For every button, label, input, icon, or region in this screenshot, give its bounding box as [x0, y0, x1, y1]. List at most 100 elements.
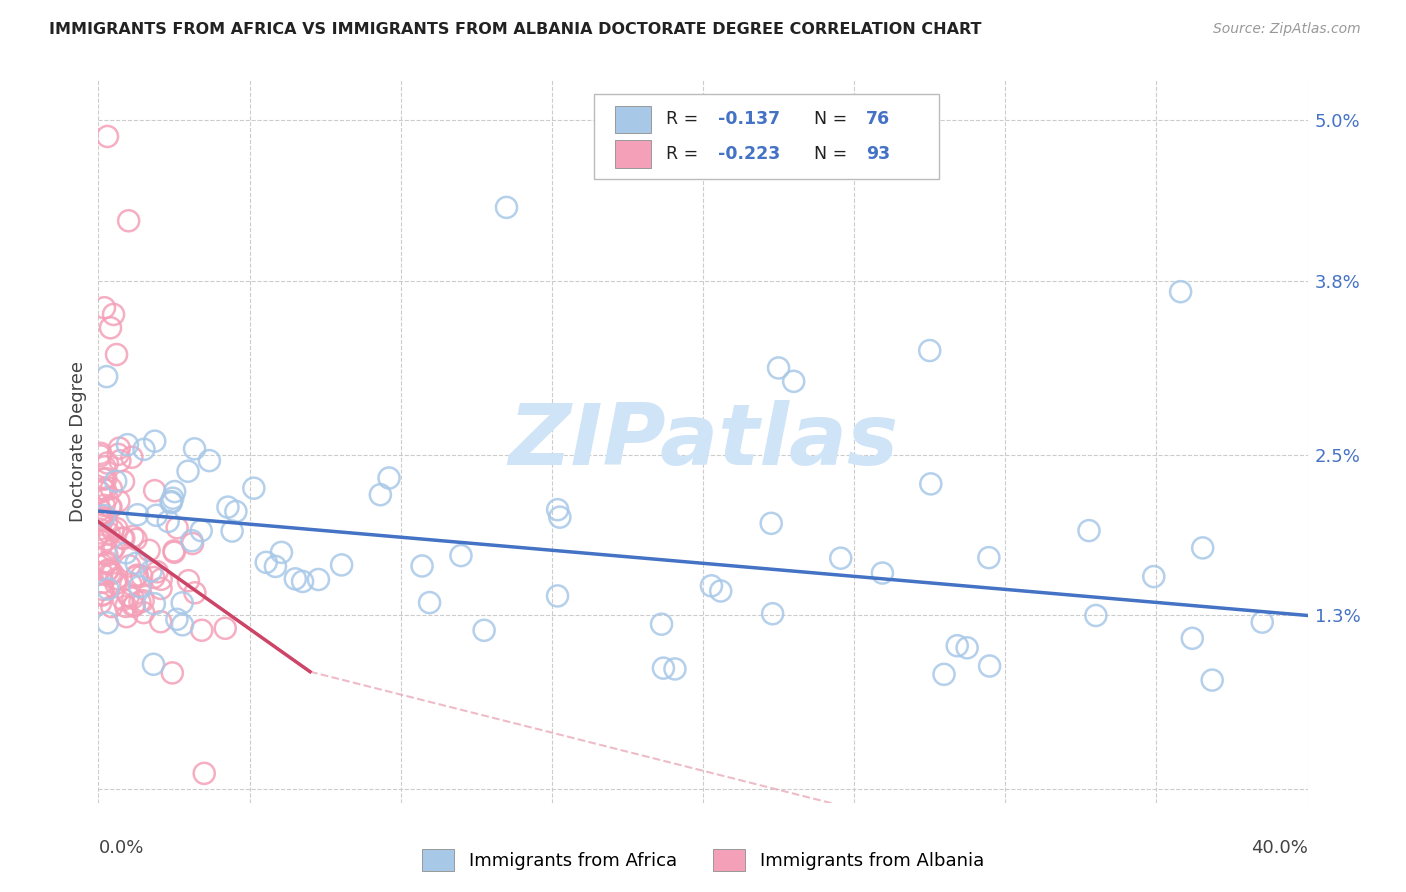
Text: 0.0%: 0.0%: [98, 839, 143, 857]
Point: [143, 483, 166, 498]
Point: [129, 595, 152, 609]
Point: [918, 343, 941, 358]
Point: [105, 572, 128, 586]
Point: [96, 369, 118, 384]
Point: [89, 508, 111, 523]
Point: [172, 596, 194, 610]
Point: [132, 593, 155, 607]
Text: 93: 93: [866, 145, 890, 163]
Point: [700, 579, 723, 593]
Point: [111, 531, 134, 545]
Point: [98, 566, 121, 580]
Text: IMMIGRANTS FROM AFRICA VS IMMIGRANTS FROM ALBANIA DOCTORATE DEGREE CORRELATION C: IMMIGRANTS FROM AFRICA VS IMMIGRANTS FRO…: [49, 22, 981, 37]
Point: [291, 574, 314, 589]
Legend: Immigrants from Africa, Immigrants from Albania: Immigrants from Africa, Immigrants from …: [415, 842, 991, 879]
Point: [89, 503, 111, 517]
Point: [221, 524, 243, 538]
Point: [783, 374, 806, 388]
FancyBboxPatch shape: [595, 94, 939, 179]
Text: R =: R =: [665, 145, 703, 163]
Point: [90, 538, 112, 552]
Point: [115, 546, 138, 560]
Point: [121, 450, 143, 465]
Point: [89, 449, 111, 463]
Point: [145, 508, 167, 523]
Point: [90, 446, 112, 460]
Point: [93, 499, 115, 513]
Point: [160, 495, 183, 509]
Bar: [614, 106, 651, 133]
Text: R =: R =: [665, 111, 703, 128]
Point: [104, 576, 127, 591]
Point: [100, 320, 122, 334]
Point: [184, 586, 207, 600]
Point: [94, 472, 117, 486]
Point: [91, 582, 114, 597]
Point: [190, 524, 212, 538]
Point: [149, 615, 172, 629]
Text: ZIPatlas: ZIPatlas: [508, 400, 898, 483]
Point: [90, 588, 112, 602]
Point: [127, 508, 149, 522]
Point: [547, 589, 569, 603]
Point: [450, 549, 472, 563]
Text: 40.0%: 40.0%: [1251, 839, 1308, 857]
Point: [160, 494, 183, 508]
Point: [979, 659, 1001, 673]
Point: [150, 572, 173, 586]
Point: [131, 569, 153, 583]
Text: -0.223: -0.223: [717, 145, 780, 163]
Point: [378, 471, 401, 485]
Point: [177, 464, 200, 478]
Point: [93, 301, 115, 315]
Point: [105, 347, 128, 362]
Point: [91, 513, 114, 527]
Point: [93, 472, 115, 486]
Point: [90, 513, 112, 527]
Point: [651, 617, 673, 632]
Point: [652, 661, 675, 675]
Point: [225, 504, 247, 518]
Point: [920, 476, 942, 491]
Point: [1078, 524, 1101, 538]
Point: [101, 524, 124, 538]
Text: -0.137: -0.137: [717, 111, 780, 128]
Point: [104, 474, 127, 488]
Point: [163, 484, 186, 499]
Point: [132, 606, 155, 620]
Point: [96, 557, 118, 571]
Point: [89, 522, 111, 536]
Point: [768, 360, 790, 375]
Point: [112, 475, 135, 489]
Point: [94, 483, 117, 497]
Point: [254, 555, 277, 569]
Point: [115, 609, 138, 624]
Point: [112, 531, 135, 545]
Point: [90, 566, 112, 581]
Point: [495, 200, 517, 214]
Point: [872, 566, 894, 580]
Point: [150, 582, 173, 596]
Point: [101, 543, 124, 558]
Point: [1170, 285, 1192, 299]
Point: [138, 543, 160, 558]
Point: [96, 491, 118, 505]
Point: [96, 515, 118, 529]
Point: [105, 522, 128, 536]
Point: [125, 556, 148, 570]
Point: [264, 559, 287, 574]
Point: [977, 550, 1000, 565]
Point: [100, 500, 122, 515]
Point: [419, 596, 441, 610]
Point: [97, 582, 120, 596]
Point: [162, 665, 184, 680]
Text: 76: 76: [866, 111, 890, 128]
Point: [198, 453, 221, 467]
Point: [96, 548, 118, 562]
Point: [932, 667, 955, 681]
Point: [163, 545, 186, 559]
Point: [547, 502, 569, 516]
Point: [307, 573, 329, 587]
Point: [111, 592, 134, 607]
Point: [103, 307, 125, 321]
